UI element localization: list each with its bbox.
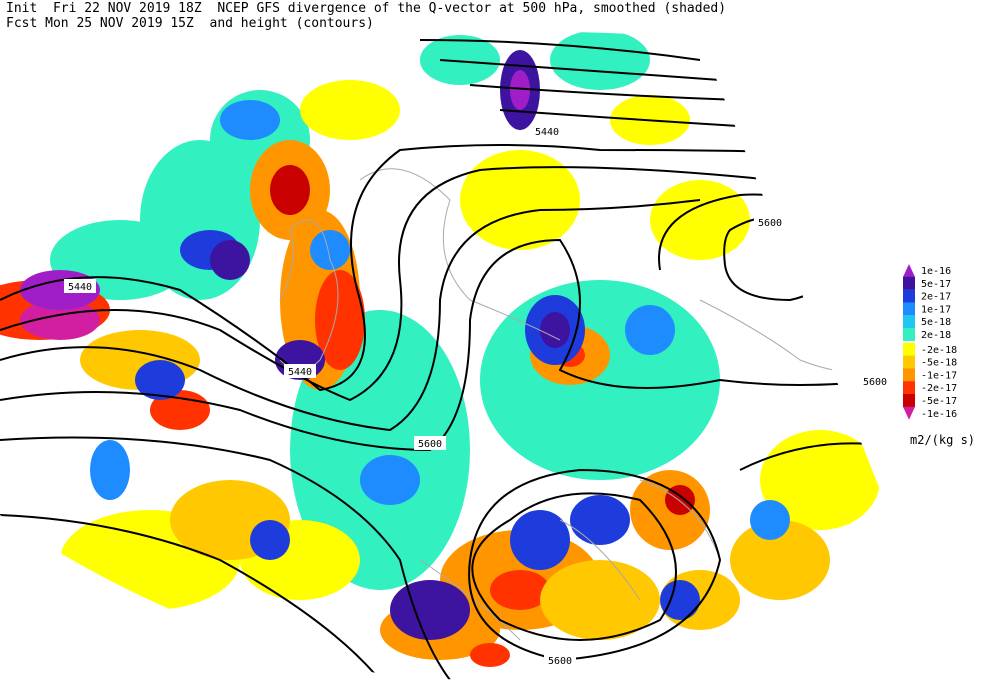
- colorbar-label: -1e-17: [921, 370, 957, 381]
- shade-cell: [220, 100, 280, 140]
- shade-cell: [760, 430, 880, 530]
- header-line: Fcst Mon 25 NOV 2019 15Z and height (con…: [6, 16, 374, 31]
- colorbar-swatch: [903, 276, 915, 290]
- shade-cell: [510, 510, 570, 570]
- shade-cell: [90, 440, 130, 500]
- shade-cell: [650, 180, 750, 260]
- colorbar-arrow: [903, 264, 915, 277]
- contour-label: 5440: [535, 127, 559, 138]
- shade-cell: [135, 360, 185, 400]
- contour-label: 5600: [548, 656, 572, 667]
- colorbar-label: 2e-18: [921, 330, 951, 341]
- colorbar-swatch: [903, 368, 915, 382]
- colorbar-label: -2e-17: [921, 383, 957, 394]
- shade-cell: [550, 30, 650, 90]
- contour-label: 5600: [863, 377, 887, 388]
- shade-cell: [315, 270, 365, 370]
- contour-label-bg: [414, 436, 446, 450]
- colorbar-label: -5e-17: [921, 396, 957, 407]
- shade-cell: [420, 35, 500, 85]
- colorbar-label: -5e-18: [921, 358, 957, 369]
- colorbar-swatch: [903, 328, 915, 341]
- colorbar-swatch: [903, 289, 915, 303]
- shade-cell: [625, 305, 675, 355]
- shade-cell: [510, 70, 530, 110]
- colorbar-label: 5e-18: [921, 317, 951, 328]
- contour-label: 5440: [68, 282, 92, 293]
- colorbar-label: 5e-17: [921, 279, 951, 290]
- shade-cell: [480, 280, 720, 480]
- shade-cell: [300, 80, 400, 140]
- shade-cell: [390, 580, 470, 640]
- colorbar-swatch: [903, 394, 915, 407]
- height-contours: [0, 39, 912, 680]
- shade-cell: [750, 500, 790, 540]
- colorbar-arrow: [903, 406, 915, 420]
- contour-label-bg: [531, 124, 563, 138]
- shade-cell: [730, 520, 830, 600]
- shade-cell: [250, 520, 290, 560]
- contour-label-bg: [754, 215, 786, 229]
- shade-cell: [490, 570, 550, 610]
- shade-cell: [570, 495, 630, 545]
- contour-label-bg: [64, 279, 96, 293]
- contour-label-bg: [284, 364, 316, 378]
- shade-cell: [540, 560, 660, 640]
- colorbar-swatch: [903, 342, 915, 356]
- shade-cell: [660, 580, 700, 620]
- contour-label-bg: [544, 653, 576, 667]
- contour-label: 5600: [418, 439, 442, 450]
- contour-label: 5600: [758, 218, 782, 229]
- shade-cell: [460, 150, 580, 250]
- shade-cell: [270, 165, 310, 215]
- colorbar-unit: m2/(kg s): [910, 433, 975, 447]
- shade-cell: [310, 230, 350, 270]
- contour-label-bg: [859, 374, 891, 388]
- contour-labels: 5440 5440 5440 5600 5600 5600 5600: [64, 124, 891, 667]
- colorbar-label: 2e-17: [921, 292, 951, 303]
- shade-cell: [470, 643, 510, 667]
- colorbar-label: 1e-17: [921, 304, 951, 315]
- shade-cell: [210, 240, 250, 280]
- shade-cell: [360, 455, 420, 505]
- colorbar-swatch: [903, 315, 915, 329]
- header-line: Init Fri 22 NOV 2019 18Z NCEP GFS diverg…: [6, 1, 727, 16]
- colorbar-label: 1e-16: [921, 266, 951, 277]
- colorbar-label: -2e-18: [921, 345, 957, 356]
- colorbar-label: -1e-16: [921, 409, 957, 420]
- colorbar-swatch: [903, 355, 915, 369]
- shade-cell: [540, 312, 570, 348]
- contour-label: 5440: [288, 367, 312, 378]
- colorbar-swatch: [903, 302, 915, 316]
- shade-cell: [20, 300, 100, 340]
- colorbar-swatch: [903, 381, 915, 395]
